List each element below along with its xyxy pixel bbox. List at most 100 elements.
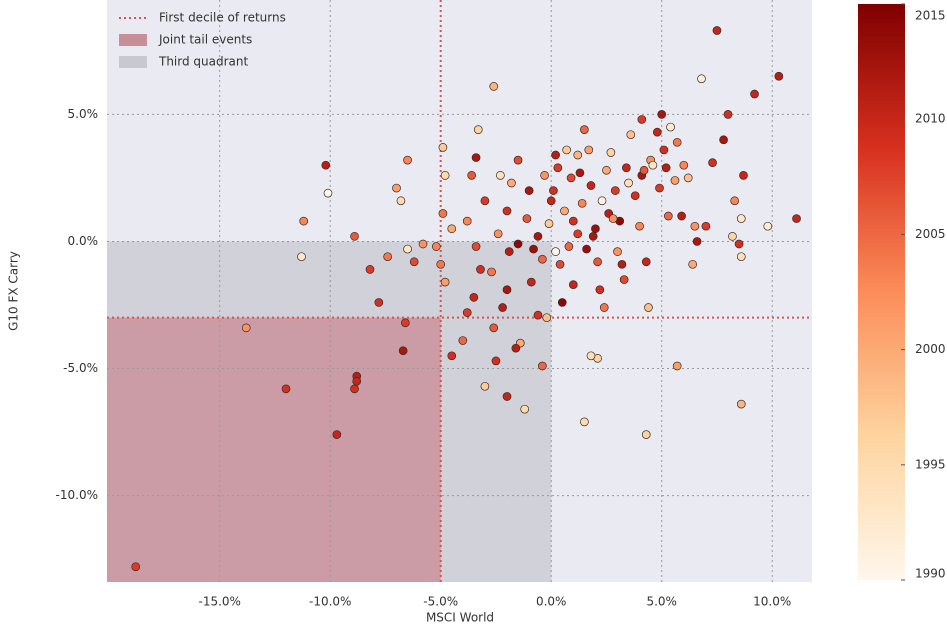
data-point: [502, 285, 512, 295]
data-point: [522, 214, 532, 223]
data-point: [736, 252, 746, 262]
x-tick-label: 10.0%: [753, 595, 791, 609]
data-point: [639, 165, 649, 175]
data-point: [502, 392, 512, 401]
data-point: [489, 82, 499, 91]
data-point: [584, 145, 594, 155]
data-point: [321, 160, 331, 170]
legend-label: First decile of returns: [159, 11, 286, 25]
data-point: [624, 178, 633, 188]
colorbar-tick-label: 1995: [915, 457, 946, 471]
data-point: [471, 242, 481, 251]
data-point: [533, 310, 543, 320]
data-point: [586, 351, 596, 361]
data-point: [672, 361, 682, 371]
data-point: [496, 171, 505, 180]
legend-label: Third quadrant: [158, 55, 249, 69]
data-point: [471, 153, 481, 162]
data-point: [610, 186, 620, 195]
data-point: [663, 211, 673, 221]
data-point: [383, 252, 393, 262]
data-point: [462, 308, 472, 317]
data-point: [763, 221, 773, 231]
data-point: [712, 26, 722, 35]
data-point: [608, 214, 618, 223]
data-point: [701, 221, 711, 231]
data-point: [692, 237, 702, 246]
data-point: [635, 221, 644, 231]
data-point: [458, 336, 468, 345]
y-axis-label: G10 FX Carry: [7, 251, 21, 331]
data-point: [401, 318, 410, 328]
data-point: [513, 155, 523, 165]
data-point: [652, 127, 662, 137]
data-point: [511, 343, 521, 353]
data-point: [575, 168, 585, 178]
data-point: [683, 173, 693, 183]
data-point: [582, 244, 591, 254]
data-point: [281, 384, 291, 394]
data-point: [568, 216, 578, 226]
data-point: [708, 158, 717, 168]
data-point: [352, 376, 362, 386]
data-point: [469, 293, 479, 302]
data-point: [555, 259, 565, 269]
data-point: [436, 259, 446, 269]
data-point: [630, 191, 640, 201]
data-point: [409, 257, 419, 267]
data-point: [736, 214, 746, 223]
data-point: [626, 130, 636, 140]
data-point: [580, 125, 589, 134]
data-point: [502, 206, 512, 216]
x-axis-label: MSCI World: [426, 611, 494, 625]
data-point: [573, 150, 583, 160]
data-point: [661, 163, 671, 173]
data-point: [595, 285, 605, 295]
data-point: [538, 361, 547, 371]
data-point: [688, 259, 698, 269]
data-point: [591, 224, 600, 234]
colorbar-tick-label: 2015: [915, 9, 946, 23]
data-point: [447, 224, 457, 234]
data-point: [440, 277, 450, 287]
data-point: [549, 186, 558, 195]
data-point: [617, 259, 627, 269]
data-point: [622, 163, 631, 173]
data-point: [299, 216, 309, 226]
data-point: [553, 163, 563, 173]
data-point: [462, 216, 472, 226]
colorbar-tick-label: 1990: [915, 567, 946, 581]
data-point: [440, 171, 450, 180]
data-point: [551, 247, 560, 256]
data-point: [666, 122, 675, 132]
data-point: [467, 171, 477, 180]
data-point: [493, 229, 503, 239]
data-point: [544, 219, 554, 229]
x-tick-label: 5.0%: [646, 595, 677, 609]
data-point: [586, 181, 596, 190]
data-point: [533, 232, 543, 241]
data-point: [599, 303, 609, 312]
data-point: [577, 198, 587, 208]
data-point: [606, 148, 616, 157]
data-point: [540, 171, 549, 180]
data-point: [730, 196, 739, 206]
data-point: [520, 404, 530, 414]
data-point: [728, 232, 737, 241]
data-point: [526, 277, 536, 287]
data-point: [498, 303, 507, 312]
data-point: [690, 221, 700, 231]
data-point: [403, 155, 412, 165]
data-point: [557, 298, 567, 307]
data-point: [564, 242, 574, 251]
y-tick-label: -10.0%: [56, 488, 98, 502]
data-point: [597, 196, 607, 206]
data-point: [677, 211, 686, 221]
data-point: [241, 323, 251, 333]
y-tick-label: -5.0%: [63, 361, 98, 375]
colorbar-tick-label: 2000: [915, 342, 946, 356]
data-point: [374, 298, 384, 307]
data-point: [489, 323, 499, 333]
data-point: [560, 206, 569, 216]
